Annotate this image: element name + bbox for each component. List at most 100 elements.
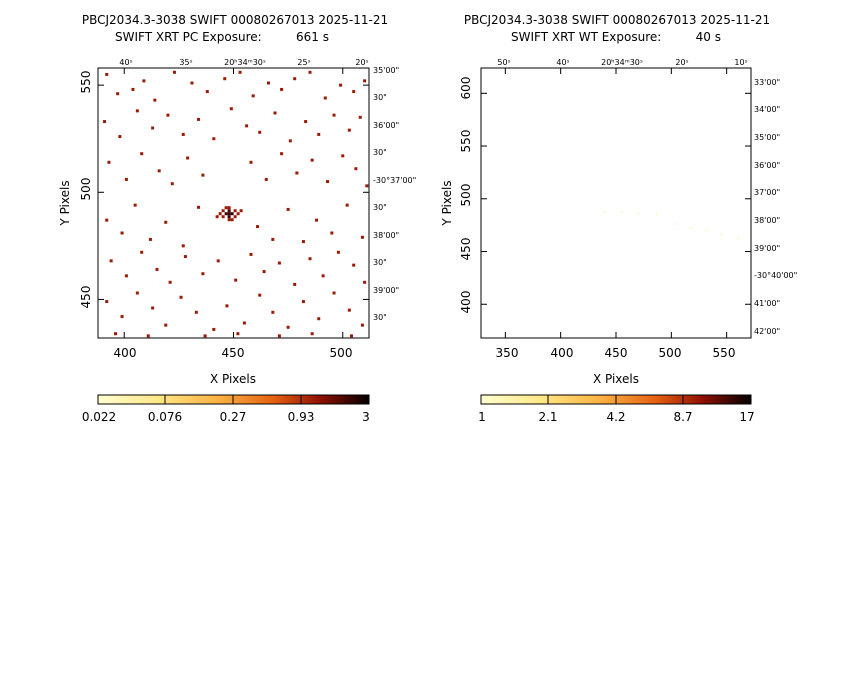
source-pixel	[227, 206, 231, 210]
event-pixel	[339, 83, 343, 87]
event-pixel	[124, 274, 128, 278]
pc-y-tick-label: 450	[79, 286, 93, 309]
pc-title-line2: SWIFT XRT PC Exposure: 661 s	[115, 30, 329, 44]
event-pixel	[118, 135, 122, 139]
pc-colorbar-label: 0.022	[82, 410, 116, 424]
event-pixel	[216, 259, 220, 263]
event-pixel	[293, 282, 297, 286]
pc-x-tick-label: 400	[114, 346, 137, 360]
wt-y-tick-label: 400	[459, 291, 473, 314]
wt-ra-tick-label: 20ʰ34ᵐ30ˢ	[601, 58, 643, 67]
pc-plot-frame	[97, 67, 370, 339]
wt-ra-tick-label: 40ˢ	[556, 58, 569, 67]
event-pixel	[194, 310, 198, 314]
pc-dec-tick-label: 39'00"	[373, 286, 399, 295]
event-pixel	[330, 231, 334, 235]
event-pixel	[105, 300, 109, 304]
event-pixel	[181, 244, 185, 248]
source-pixel	[227, 215, 231, 219]
event-pixel	[258, 130, 262, 134]
wt-x-axis-label: X Pixels	[593, 372, 639, 386]
event-pixel	[350, 334, 354, 338]
pc-dec-tick-label: 36'00"	[373, 121, 399, 130]
event-pixel	[341, 154, 345, 158]
event-pixel	[140, 250, 144, 254]
event-pixel	[170, 182, 174, 186]
pc-ra-axis: 40ˢ 35ˢ 20ʰ34ᵐ30ˢ 25ˢ 20ˢ	[119, 58, 368, 67]
event-pixel	[142, 79, 146, 83]
event-pixel	[301, 240, 305, 244]
event-pixel	[124, 177, 128, 181]
event-pixel	[603, 210, 606, 213]
pc-source-cluster	[215, 206, 243, 222]
event-pixel	[179, 295, 183, 299]
event-pixel	[332, 291, 336, 295]
pc-y-axis-label: Y Pixels	[58, 180, 72, 226]
event-pixel	[133, 203, 137, 207]
event-pixel	[323, 96, 327, 100]
event-pixel	[736, 236, 739, 239]
pc-y-tick-label: 550	[79, 71, 93, 94]
source-pixel	[239, 209, 243, 213]
source-pixel	[230, 218, 234, 222]
pc-colorbar-label: 0.93	[288, 410, 315, 424]
event-pixel	[205, 90, 209, 94]
wt-y-tick-marks	[481, 92, 751, 305]
event-pixel	[336, 250, 340, 254]
pc-dec-tick-label: 35'00"	[373, 66, 399, 75]
pc-dec-tick-label: -30°37'00"	[373, 176, 416, 185]
event-pixel	[181, 132, 185, 136]
event-pixel	[225, 304, 229, 308]
event-pixel	[105, 218, 109, 222]
event-pixel	[120, 315, 124, 319]
pc-colorbar: 0.022 0.076 0.27 0.93 3	[82, 394, 370, 424]
pc-ra-tick-label: 35ˢ	[179, 58, 192, 67]
event-pixel	[365, 184, 369, 188]
event-pixel	[190, 81, 194, 85]
event-pixel	[234, 278, 238, 282]
wt-y-tick-label: 550	[459, 130, 473, 153]
event-pixel	[155, 267, 159, 271]
pc-x-tick-label: 450	[222, 346, 245, 360]
event-pixel	[360, 235, 364, 239]
event-pixel	[212, 137, 216, 141]
wt-colorbar-label: 2.1	[538, 410, 557, 424]
wt-dec-tick-label: 35'00"	[754, 133, 780, 142]
event-pixel	[273, 111, 277, 115]
event-pixel	[317, 132, 321, 136]
wt-y-tick-label: 600	[459, 77, 473, 100]
event-pixel	[135, 291, 139, 295]
event-pixel	[280, 87, 284, 91]
source-pixel	[221, 209, 225, 213]
source-pixel	[218, 212, 222, 216]
pc-title-line1: PBCJ2034.3-3038 SWIFT 00080267013 2025-1…	[82, 13, 388, 27]
source-pixel	[221, 215, 225, 219]
event-pixel	[262, 270, 266, 274]
source-pixel	[227, 209, 231, 213]
pc-colorbar-label: 0.27	[220, 410, 247, 424]
wt-dec-tick-label: 34'00"	[754, 105, 780, 114]
wt-dec-tick-label: 33'00"	[754, 78, 780, 87]
event-pixel	[720, 233, 723, 236]
source-pixel	[215, 215, 219, 219]
event-pixel	[183, 255, 187, 259]
wt-dec-tick-label: 36'00"	[754, 161, 780, 170]
event-pixel	[705, 229, 708, 232]
event-pixel	[332, 113, 336, 117]
event-pixel	[236, 332, 240, 336]
wt-y-axis-label: Y Pixels	[440, 180, 454, 226]
event-pixel	[229, 107, 233, 111]
pc-dec-tick-label: 30"	[373, 313, 387, 322]
wt-colorbar-label: 8.7	[673, 410, 692, 424]
event-pixel	[245, 124, 249, 128]
wt-y-axis: 400 450 500 550 600 Y Pixels	[440, 77, 751, 314]
event-pixel	[223, 77, 227, 81]
event-pixel	[352, 90, 356, 94]
event-pixel	[315, 218, 319, 222]
event-pixel	[301, 300, 305, 304]
event-pixel	[168, 280, 172, 284]
event-pixel	[107, 160, 111, 164]
pc-dec-axis: 35'00" 30" 36'00" 30" -30°37'00" 30" 38'…	[373, 66, 416, 322]
event-pixel	[140, 152, 144, 156]
source-pixel	[224, 206, 228, 210]
